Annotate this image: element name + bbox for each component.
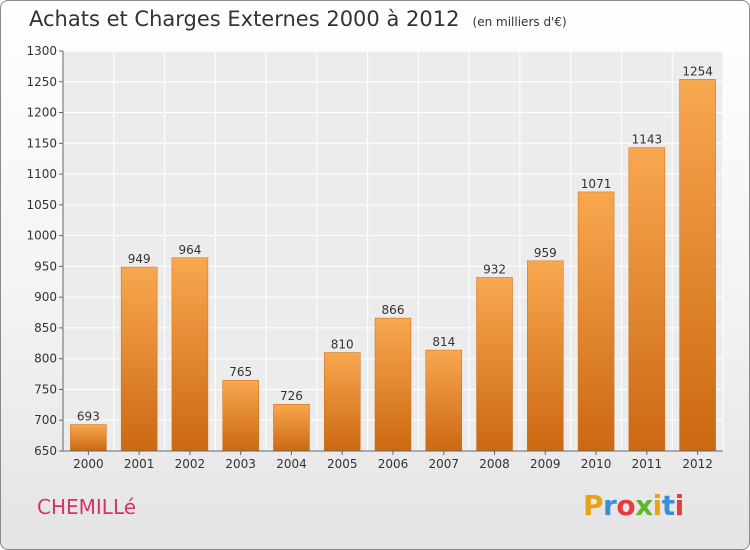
- bar-2012: [679, 79, 716, 452]
- data-label: 693: [77, 410, 100, 424]
- y-tick-label: 1200: [26, 106, 57, 120]
- proxiti-logo: Proxiti: [583, 489, 684, 522]
- y-tick-label: 1250: [26, 75, 57, 89]
- y-tick-label: 1000: [26, 229, 57, 243]
- y-tick-label: 750: [34, 382, 57, 396]
- x-tick-label: 2006: [378, 457, 409, 471]
- x-tick-label: 2000: [73, 457, 104, 471]
- data-label: 959: [534, 246, 557, 260]
- logo-letter: o: [616, 489, 636, 522]
- logo-letter: i: [652, 489, 663, 522]
- x-tick-label: 2001: [124, 457, 155, 471]
- data-label: 1143: [632, 133, 663, 147]
- bar-2007: [425, 349, 463, 452]
- bar-2000: [70, 424, 107, 452]
- y-tick-label: 650: [34, 444, 57, 458]
- y-tick-label: 700: [34, 413, 57, 427]
- x-tick-label: 2012: [682, 457, 713, 471]
- y-tick-label: 850: [34, 321, 57, 335]
- bars: 693 949 964 765 726 810 866 814 932 959 1071 1143 12…: [70, 64, 716, 452]
- data-label: 726: [280, 389, 303, 403]
- x-tick-label: 2003: [225, 457, 256, 471]
- bar-2004: [273, 403, 310, 452]
- logo-letter: P: [583, 489, 604, 522]
- bar-2002: [171, 257, 209, 452]
- bar-2009: [527, 260, 564, 452]
- y-tick-label: 800: [34, 352, 57, 366]
- data-label: 932: [483, 262, 506, 276]
- x-tick-label: 2011: [632, 457, 663, 471]
- y-tick-label: 1150: [26, 136, 57, 150]
- x-tick-label: 2010: [581, 457, 612, 471]
- data-label: 1071: [581, 177, 612, 191]
- chart-title-unit: (en milliers d'€): [472, 15, 567, 29]
- y-tick-label: 1050: [26, 198, 57, 212]
- data-label: 866: [382, 303, 405, 317]
- bar-2010: [577, 191, 615, 452]
- bar-2006: [374, 317, 412, 452]
- x-tick-label: 2002: [175, 457, 206, 471]
- data-label: 964: [178, 243, 201, 257]
- data-label: 765: [229, 365, 252, 379]
- bar-2011: [628, 147, 666, 452]
- logo-letter: r: [603, 489, 617, 522]
- data-label: 810: [331, 338, 354, 352]
- logo-letter: i: [674, 489, 685, 522]
- y-tick-label: 950: [34, 259, 57, 273]
- x-tick-label: 2004: [276, 457, 307, 471]
- data-label: 949: [128, 252, 151, 266]
- bar-2003: [222, 379, 259, 452]
- chart-title-main: Achats et Charges Externes 2000 à 2012: [29, 7, 460, 31]
- x-tick-label: 2009: [530, 457, 561, 471]
- y-tick-label: 900: [34, 290, 57, 304]
- x-tick-label: 2008: [479, 457, 510, 471]
- logo-letter: t: [661, 489, 675, 522]
- bar-2008: [476, 277, 513, 452]
- bar-2001: [120, 266, 158, 452]
- logo-letter: x: [635, 489, 653, 522]
- town-name: CHEMILLé: [37, 495, 137, 519]
- y-tick-label: 1300: [26, 44, 57, 58]
- axes: 650 700 750 800 850 900 950 1000 1050 1100 1150 120…: [26, 44, 723, 471]
- data-label: 814: [432, 335, 455, 349]
- data-label: 1254: [682, 64, 713, 78]
- chart-title: Achats et Charges Externes 2000 à 2012 (…: [29, 7, 567, 31]
- x-tick-label: 2007: [428, 457, 459, 471]
- bar-2005: [323, 352, 361, 452]
- x-tick-label: 2005: [327, 457, 358, 471]
- y-tick-label: 1100: [26, 167, 57, 181]
